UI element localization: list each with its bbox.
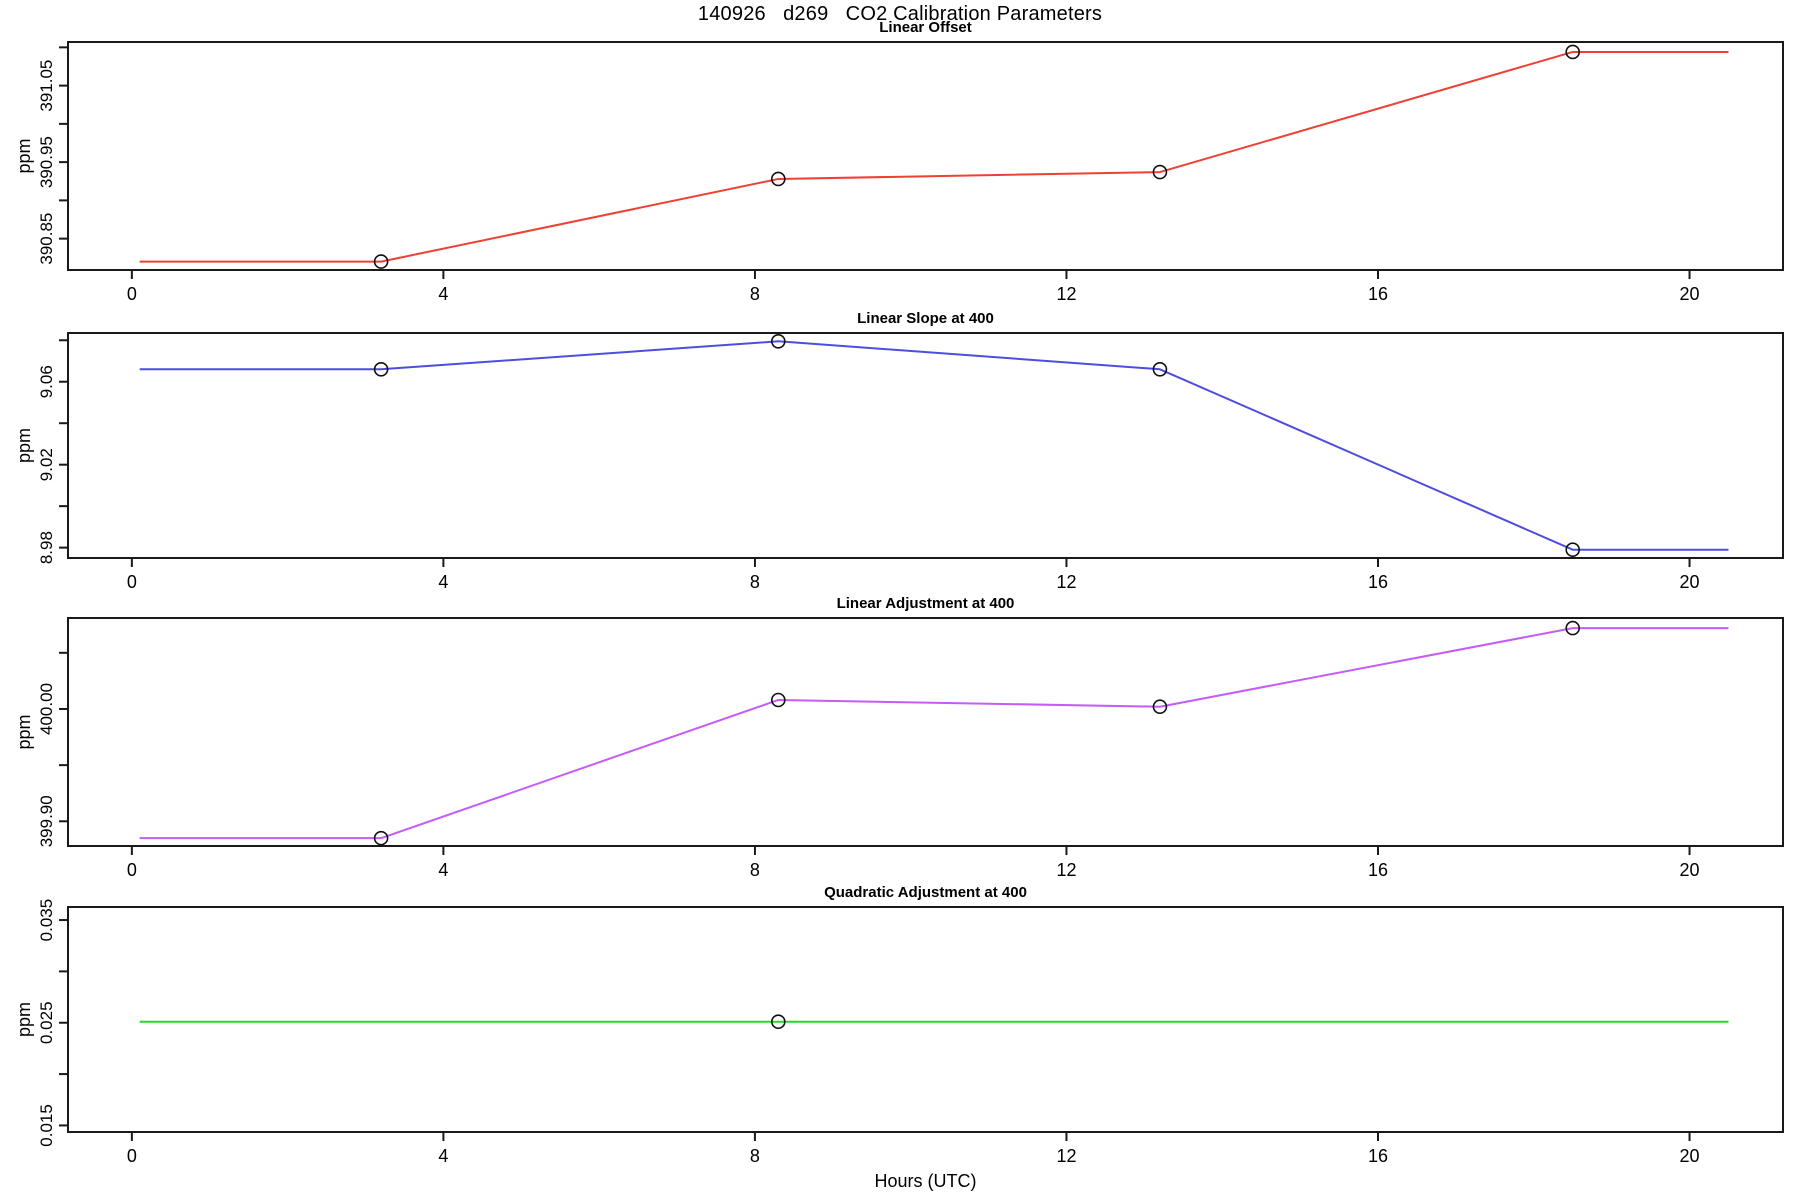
x-axis-label: Hours (UTC)	[874, 1171, 977, 1191]
series-line	[139, 50, 1729, 263]
y-tick-label: 390.85	[37, 213, 56, 265]
y-tick-label: 390.95	[37, 136, 56, 188]
y-tick-label: 9.02	[37, 448, 56, 481]
x-tick-label: 20	[1680, 1146, 1700, 1166]
x-tick-label: 16	[1368, 860, 1388, 880]
panel-3: Linear Adjustment at 400 ppm 399.90 400.00 0…	[14, 595, 1784, 880]
y-tick-label: 0.035	[37, 899, 56, 942]
x-tick-label: 8	[750, 572, 760, 592]
y-axis-label: ppm	[14, 714, 34, 749]
y-axis-label: ppm	[14, 1002, 34, 1037]
x-tick-label: 12	[1056, 860, 1076, 880]
page-title: 140926 d269 CO2 Calibration Parameters	[697, 3, 1103, 25]
y-tick-label: 400.00	[37, 683, 56, 735]
x-tick-label: 0	[127, 284, 137, 304]
panel-title: Linear Adjustment at 400	[837, 595, 1015, 612]
data-point-marker	[1152, 164, 1168, 180]
data-point-marker	[770, 333, 786, 349]
x-tick-label: 16	[1368, 1146, 1388, 1166]
x-tick-label: 4	[438, 572, 448, 592]
x-tick-label: 12	[1056, 1146, 1076, 1166]
panel-border	[67, 332, 1784, 559]
data-point-marker	[1152, 361, 1168, 377]
data-point-marker	[770, 692, 786, 708]
panel-title: Linear Offset	[879, 19, 972, 36]
y-tick-label: 0.025	[37, 1001, 56, 1044]
series-line	[139, 627, 1729, 840]
y-tick-label: 399.90	[37, 795, 56, 847]
panel-title: Linear Slope at 400	[857, 310, 994, 327]
x-tick-label: 16	[1368, 284, 1388, 304]
x-tick-label: 8	[750, 1146, 760, 1166]
x-tick-label: 0	[127, 860, 137, 880]
x-tick-label: 8	[750, 284, 760, 304]
data-point-marker	[770, 1014, 786, 1030]
x-tick-label: 12	[1056, 572, 1076, 592]
y-axis-label: ppm	[14, 428, 34, 463]
data-point-marker	[373, 830, 389, 846]
panel-border	[67, 906, 1784, 1133]
x-tick-label: 4	[438, 860, 448, 880]
data-point-marker	[373, 361, 389, 377]
x-tick-label: 4	[438, 284, 448, 304]
panel-2: Linear Slope at 400 ppm 8.98 9.02 9.06 0 4 8 12 1…	[14, 310, 1784, 592]
x-tick-label: 20	[1680, 572, 1700, 592]
x-tick-label: 0	[127, 1146, 137, 1166]
y-axis-label: ppm	[14, 138, 34, 173]
x-tick-label: 8	[750, 860, 760, 880]
data-point-marker	[770, 171, 786, 187]
x-tick-label: 0	[127, 572, 137, 592]
y-tick-label: 8.98	[37, 531, 56, 564]
data-point-marker	[373, 254, 389, 269]
panel-1: Linear Offset ppm 390.85 390.95 391.05 0 4 8 12 1…	[14, 19, 1784, 304]
y-tick-label: 9.06	[37, 365, 56, 398]
panel-border	[67, 617, 1784, 847]
data-point-marker	[1565, 44, 1581, 60]
x-tick-label: 20	[1680, 860, 1700, 880]
panel-border	[67, 41, 1784, 271]
data-point-marker	[1152, 699, 1168, 715]
panel-title: Quadratic Adjustment at 400	[824, 884, 1027, 901]
y-tick-label: 0.015	[37, 1104, 56, 1147]
panel-4: Quadratic Adjustment at 400 ppm 0.015 0.025…	[14, 884, 1784, 1166]
data-point-marker	[1565, 620, 1581, 636]
x-tick-label: 20	[1680, 284, 1700, 304]
x-tick-label: 12	[1056, 284, 1076, 304]
x-tick-label: 16	[1368, 572, 1388, 592]
series-line	[139, 340, 1729, 551]
y-tick-label: 391.05	[37, 60, 56, 112]
data-point-marker	[1565, 542, 1581, 558]
x-tick-label: 4	[438, 1146, 448, 1166]
